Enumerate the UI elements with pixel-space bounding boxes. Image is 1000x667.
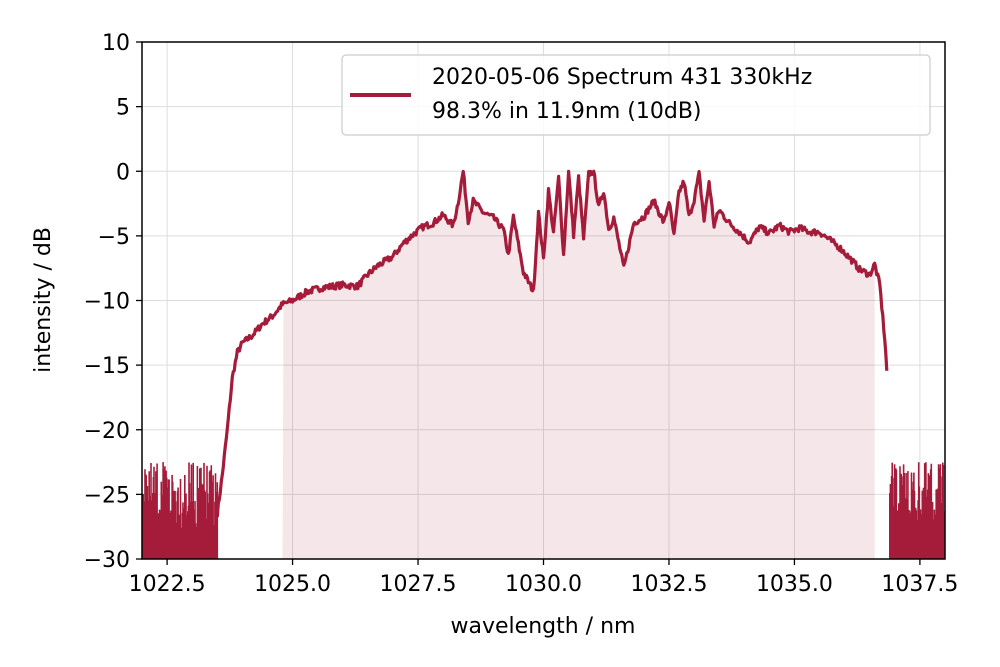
x-tick-label: 1037.5 xyxy=(881,572,958,597)
shaded-region xyxy=(282,171,875,559)
noise-trace xyxy=(142,462,219,559)
y-ticks: 10 5 0 −5 −10 −15 −20 −25 −30 xyxy=(84,31,142,573)
x-tick-label: 1022.5 xyxy=(129,572,206,597)
x-tick-label: 1027.5 xyxy=(380,572,457,597)
x-axis-label: wavelength / nm xyxy=(451,614,636,639)
series-lines xyxy=(215,169,889,518)
x-tick-label: 1025.0 xyxy=(254,572,331,597)
shaded-band xyxy=(282,171,875,559)
y-tick-label: −5 xyxy=(98,225,130,250)
legend-entry-line2: 98.3% in 11.9nm (10dB) xyxy=(432,99,702,124)
y-axis-label: intensity / dB xyxy=(31,227,56,373)
y-tick-label: −20 xyxy=(84,419,130,444)
x-tick-label: 1030.0 xyxy=(505,572,582,597)
noise-floor xyxy=(142,462,945,559)
legend: 2020-05-06 Spectrum 431 330kHz 98.3% in … xyxy=(341,54,931,136)
y-tick-label: 0 xyxy=(116,160,130,185)
legend-entry-line1: 2020-05-06 Spectrum 431 330kHz xyxy=(432,65,812,90)
y-tick-label: 10 xyxy=(102,31,130,56)
y-tick-label: −15 xyxy=(84,354,130,379)
y-tick-label: 5 xyxy=(116,96,130,121)
noise-trace xyxy=(889,462,945,559)
x-tick-label: 1032.5 xyxy=(630,572,707,597)
x-ticks: 1022.5 1025.0 1027.5 1030.0 1032.5 1035.0 1037… xyxy=(129,559,958,597)
legend-box xyxy=(341,54,931,136)
y-tick-label: −10 xyxy=(84,290,130,315)
series-line xyxy=(215,169,889,518)
x-tick-label: 1035.0 xyxy=(756,572,833,597)
y-tick-label: −30 xyxy=(84,548,130,573)
y-tick-label: −25 xyxy=(84,483,130,508)
